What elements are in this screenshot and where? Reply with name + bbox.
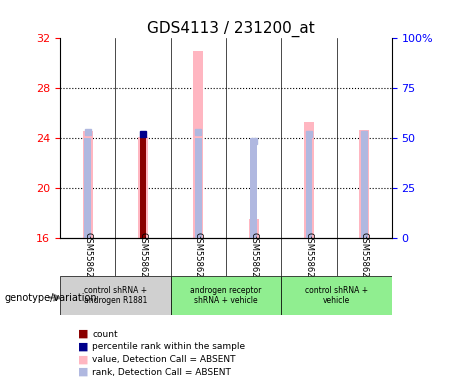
Text: control shRNA +
androgen R1881: control shRNA + androgen R1881 <box>83 286 147 305</box>
Bar <box>361 138 367 238</box>
Bar <box>248 219 259 238</box>
FancyBboxPatch shape <box>281 276 392 315</box>
Text: androgen receptor
shRNA + vehicle: androgen receptor shRNA + vehicle <box>190 286 261 305</box>
FancyBboxPatch shape <box>171 276 281 315</box>
FancyBboxPatch shape <box>60 276 171 315</box>
Text: ■: ■ <box>78 342 89 352</box>
Text: GDS4113 / 231200_at: GDS4113 / 231200_at <box>147 21 314 37</box>
Bar <box>306 138 312 238</box>
Bar <box>304 122 314 238</box>
Text: percentile rank within the sample: percentile rank within the sample <box>92 342 245 351</box>
Text: genotype/variation: genotype/variation <box>5 293 97 303</box>
Text: GSM558629: GSM558629 <box>249 232 258 283</box>
Text: GSM558627: GSM558627 <box>138 232 148 283</box>
Text: GSM558624: GSM558624 <box>304 232 313 283</box>
Bar <box>140 137 146 238</box>
Text: control shRNA +
vehicle: control shRNA + vehicle <box>305 286 368 305</box>
Text: ■: ■ <box>78 354 89 364</box>
Text: rank, Detection Call = ABSENT: rank, Detection Call = ABSENT <box>92 367 231 377</box>
Bar <box>250 138 257 238</box>
Text: count: count <box>92 329 118 339</box>
Bar <box>83 131 93 238</box>
Text: GSM558626: GSM558626 <box>83 232 92 283</box>
Text: ■: ■ <box>78 367 89 377</box>
Bar <box>140 138 146 238</box>
Bar <box>359 129 369 238</box>
Bar <box>195 138 201 238</box>
Text: GSM558625: GSM558625 <box>360 232 369 283</box>
Bar <box>193 51 203 238</box>
Text: ■: ■ <box>78 329 89 339</box>
Bar <box>84 138 91 238</box>
Bar <box>138 137 148 238</box>
Text: GSM558628: GSM558628 <box>194 232 203 283</box>
Text: value, Detection Call = ABSENT: value, Detection Call = ABSENT <box>92 355 236 364</box>
